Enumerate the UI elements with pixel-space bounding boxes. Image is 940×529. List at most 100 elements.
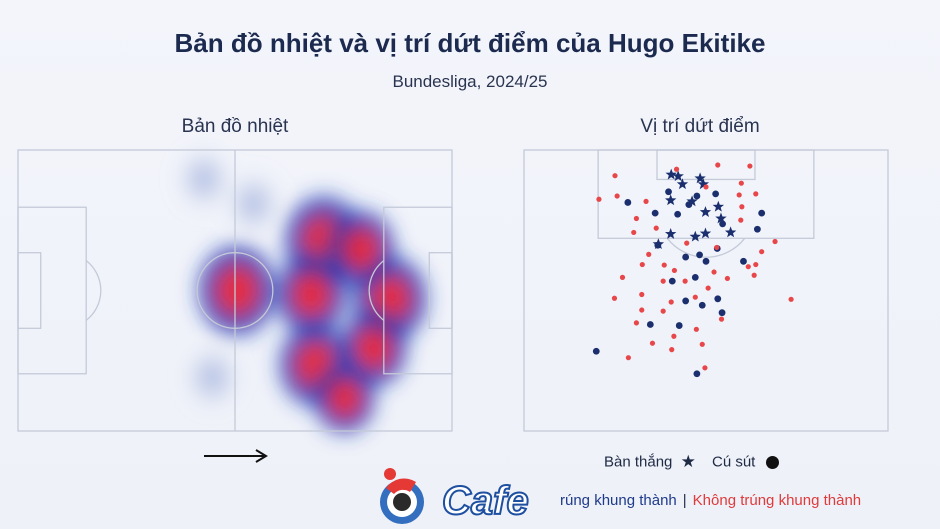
shot-on-target-marker <box>665 188 672 196</box>
heatmap-hotspot <box>223 169 284 239</box>
shot-off-target-marker <box>788 296 794 302</box>
shot-off-target-marker <box>693 326 699 332</box>
shot-off-target-marker <box>625 355 631 361</box>
shot-off-target-marker <box>633 320 640 326</box>
shot-on-target-marker <box>691 273 699 281</box>
shot-on-target-marker <box>646 321 654 328</box>
shot-off-target-marker <box>661 262 667 268</box>
legend-goal-label: Bàn thắng <box>604 453 673 471</box>
goal-marker <box>712 200 725 212</box>
shot-off-target-marker <box>714 244 720 251</box>
heatmap-hotspot <box>182 342 243 412</box>
shot-on-target-marker <box>714 295 722 303</box>
shot-off-target-marker <box>614 193 620 199</box>
shot-on-target-marker <box>674 210 682 218</box>
shot-off-target-marker <box>739 204 745 210</box>
shot-on-target-marker <box>693 192 701 200</box>
shot-off-target-marker <box>633 215 640 222</box>
shot-on-target-marker <box>753 225 761 233</box>
heatmap-chart <box>17 144 453 440</box>
legend-target: rúng khung thành | Không trúng khung thành <box>560 492 861 509</box>
logo-text: Cafe <box>442 479 529 523</box>
legend-shot-label: Cú sút <box>712 453 756 471</box>
shot-on-target-marker <box>712 190 720 198</box>
star-icon: ★ <box>680 452 696 471</box>
shot-off-target-marker <box>692 294 698 300</box>
heatmap-density-layer <box>174 144 434 440</box>
shot-off-target-marker <box>751 272 757 278</box>
shot-off-target-marker <box>643 198 649 204</box>
shot-on-target-marker <box>693 370 701 378</box>
shot-on-target-marker <box>718 309 726 317</box>
shot-off-target-marker <box>653 225 659 231</box>
shot-on-target-marker <box>592 347 600 355</box>
shot-on-target-marker <box>624 199 632 206</box>
shot-off-target-marker <box>669 347 675 353</box>
shot-on-target-marker <box>740 257 747 265</box>
shot-off-target-marker <box>649 340 656 346</box>
heatmap-hotspot <box>191 237 284 344</box>
shot-off-target-marker <box>753 191 759 197</box>
shot-off-target-marker <box>671 333 677 339</box>
shot-off-target-marker <box>753 261 759 268</box>
shot-map-chart <box>523 149 889 432</box>
shot-off-target-marker <box>724 275 731 282</box>
goal-marker <box>672 170 684 182</box>
goal-marker <box>676 178 689 190</box>
shotmap-pitch-lines <box>523 149 889 432</box>
heatmap-pitch-lines <box>17 149 453 432</box>
shot-off-target-marker <box>619 274 626 280</box>
shot-on-target-marker <box>698 301 706 309</box>
goal-marker <box>694 172 706 184</box>
shot-off-target-marker <box>747 163 753 169</box>
goal-marker <box>697 178 710 190</box>
heatmap-hotspot <box>174 144 234 214</box>
shot-on-target-marker <box>651 209 659 217</box>
shot-off-target-marker <box>715 162 721 168</box>
cafef-logo: Cafe <box>380 468 530 524</box>
shot-off-target-marker <box>631 229 637 236</box>
shot-off-target-marker <box>745 264 751 270</box>
goal-marker <box>664 194 677 206</box>
goal-marker <box>665 168 677 180</box>
goal-marker <box>699 227 712 239</box>
shot-on-target-marker <box>682 297 690 305</box>
shots-panel-title: Vị trí dứt điểm <box>640 116 760 137</box>
legend-separator: | <box>682 492 687 509</box>
shot-on-target-marker <box>702 257 710 265</box>
chart-subtitle: Bundesliga, 2024/25 <box>392 72 548 91</box>
heatmap-hotspot <box>308 356 381 440</box>
shot-off-target-marker <box>673 166 680 172</box>
shot-off-target-marker <box>639 261 645 268</box>
right-penalty-arc <box>368 260 385 321</box>
shot-off-target-marker <box>660 278 666 284</box>
shot-on-target-marker <box>719 220 726 228</box>
shot-on-target-marker <box>758 209 766 217</box>
shot-on-target-marker <box>696 251 703 259</box>
shot-off-target-marker <box>639 291 645 298</box>
shot-off-target-marker <box>718 316 725 322</box>
shot-off-target-marker <box>738 180 744 186</box>
penalty-arc <box>666 237 746 258</box>
shot-off-target-marker <box>671 267 678 274</box>
shot-off-target-marker <box>699 341 705 347</box>
shot-off-target-marker <box>702 365 708 371</box>
legend-on-target-label: rúng khung thành <box>560 492 677 509</box>
shot-off-target-marker <box>759 249 765 255</box>
shot-off-target-marker <box>682 278 688 284</box>
goal-marker <box>715 212 727 224</box>
goal-marker <box>699 206 712 217</box>
goal-marker <box>664 228 677 239</box>
shot-off-target-marker <box>772 238 778 245</box>
shot-off-target-marker <box>639 307 645 313</box>
shot-on-target-marker <box>668 277 676 285</box>
heatmap-hotspot <box>321 203 401 295</box>
shot-off-target-marker <box>612 173 618 179</box>
goal-marker <box>724 226 737 238</box>
shot-on-target-marker <box>654 241 662 249</box>
half-pitch-outline <box>523 149 889 432</box>
shot-on-target-marker <box>685 201 693 208</box>
goal-marker <box>686 195 698 207</box>
left-penalty-arc <box>85 260 102 321</box>
shot-on-target-marker <box>675 322 683 329</box>
